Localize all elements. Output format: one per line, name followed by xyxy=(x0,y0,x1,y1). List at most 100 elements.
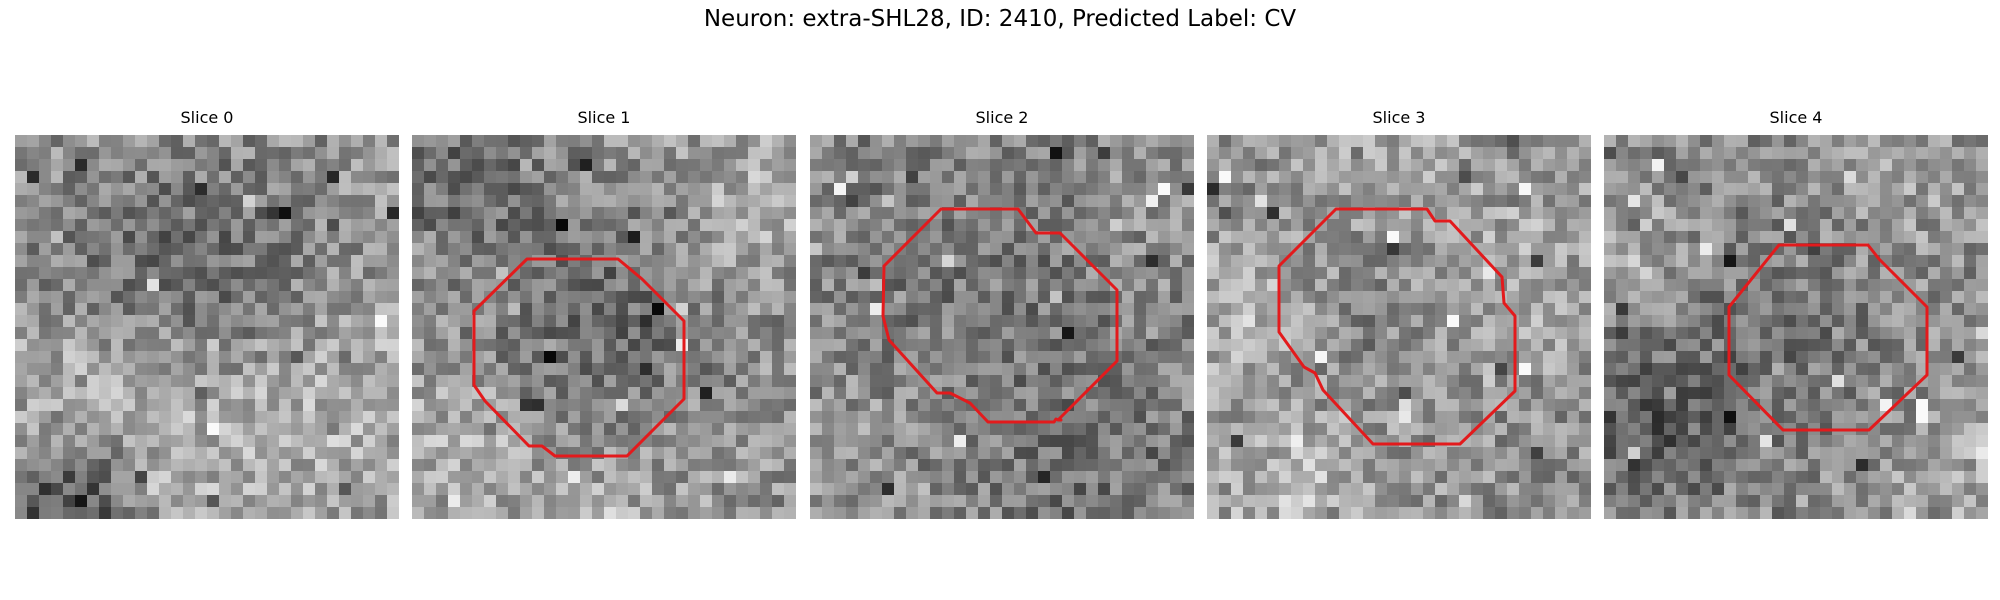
noise-pixel xyxy=(1122,411,1135,424)
noise-pixel xyxy=(1640,291,1653,304)
noise-pixel xyxy=(1904,411,1917,424)
noise-pixel xyxy=(810,231,823,244)
noise-pixel xyxy=(568,171,581,184)
noise-pixel xyxy=(544,267,557,280)
noise-pixel xyxy=(1098,411,1111,424)
noise-pixel xyxy=(784,135,796,148)
noise-pixel xyxy=(664,147,677,160)
noise-pixel xyxy=(39,327,52,340)
noise-pixel xyxy=(484,255,497,268)
noise-pixel xyxy=(1543,399,1556,412)
noise-pixel xyxy=(351,411,364,424)
noise-pixel xyxy=(412,507,425,519)
slice-title: Slice 4 xyxy=(1769,108,1823,127)
noise-pixel xyxy=(219,255,232,268)
noise-pixel xyxy=(63,447,76,460)
noise-pixel xyxy=(1856,339,1869,352)
noise-pixel xyxy=(700,255,713,268)
noise-pixel xyxy=(1748,315,1761,328)
noise-pixel xyxy=(858,495,871,508)
noise-pixel xyxy=(279,159,292,172)
noise-pixel xyxy=(628,387,641,400)
noise-pixel xyxy=(279,195,292,208)
noise-pixel xyxy=(942,363,955,376)
noise-pixel xyxy=(966,147,979,160)
noise-pixel xyxy=(520,471,533,484)
noise-pixel xyxy=(966,231,979,244)
noise-pixel xyxy=(135,315,148,328)
noise-pixel xyxy=(858,327,871,340)
noise-pixel xyxy=(1050,495,1063,508)
noise-pixel xyxy=(1616,135,1629,148)
noise-pixel xyxy=(1856,351,1869,364)
noise-pixel xyxy=(640,255,653,268)
noise-pixel xyxy=(1291,471,1304,484)
noise-pixel xyxy=(135,267,148,280)
noise-pixel xyxy=(339,315,352,328)
noise-pixel xyxy=(1628,207,1641,220)
noise-pixel xyxy=(87,339,100,352)
noise-pixel xyxy=(1447,135,1460,148)
slice-title: Slice 1 xyxy=(577,108,631,127)
noise-pixel xyxy=(267,375,280,388)
noise-pixel xyxy=(1495,423,1508,436)
noise-pixel xyxy=(1255,171,1268,184)
noise-pixel xyxy=(1050,423,1063,436)
noise-pixel xyxy=(1616,447,1629,460)
noise-pixel xyxy=(231,339,244,352)
noise-pixel xyxy=(1375,255,1388,268)
noise-pixel xyxy=(1796,351,1809,364)
noise-pixel xyxy=(1255,183,1268,196)
noise-pixel xyxy=(664,171,677,184)
noise-pixel xyxy=(978,507,991,519)
noise-pixel xyxy=(580,291,593,304)
noise-pixel xyxy=(942,231,955,244)
noise-pixel xyxy=(412,231,425,244)
noise-pixel xyxy=(1579,315,1591,328)
noise-pixel xyxy=(966,351,979,364)
noise-pixel xyxy=(1567,375,1580,388)
noise-pixel xyxy=(810,267,823,280)
noise-pixel xyxy=(1820,447,1833,460)
noise-pixel xyxy=(616,183,629,196)
noise-pixel xyxy=(1519,315,1532,328)
noise-pixel xyxy=(846,171,859,184)
noise-pixel xyxy=(1760,339,1773,352)
noise-pixel xyxy=(363,447,376,460)
noise-pixel xyxy=(363,387,376,400)
noise-pixel xyxy=(1616,183,1629,196)
noise-pixel xyxy=(147,267,160,280)
noise-pixel xyxy=(688,327,701,340)
noise-pixel xyxy=(1098,207,1111,220)
noise-pixel xyxy=(63,207,76,220)
noise-pixel xyxy=(1339,315,1352,328)
noise-pixel xyxy=(1543,183,1556,196)
noise-pixel xyxy=(1796,399,1809,412)
noise-pixel xyxy=(882,363,895,376)
noise-pixel xyxy=(387,435,399,448)
noise-pixel xyxy=(1531,195,1544,208)
noise-pixel xyxy=(87,303,100,316)
noise-pixel xyxy=(1940,351,1953,364)
noise-pixel xyxy=(15,483,28,496)
noise-pixel xyxy=(1387,195,1400,208)
noise-pixel xyxy=(1243,159,1256,172)
noise-pixel xyxy=(1134,363,1147,376)
noise-pixel xyxy=(822,147,835,160)
noise-pixel xyxy=(748,291,761,304)
noise-pixel xyxy=(1748,339,1761,352)
noise-pixel xyxy=(1628,171,1641,184)
noise-pixel xyxy=(1447,195,1460,208)
noise-pixel xyxy=(159,303,172,316)
noise-pixel xyxy=(135,159,148,172)
noise-pixel xyxy=(1471,375,1484,388)
noise-pixel xyxy=(496,195,509,208)
noise-pixel xyxy=(1219,231,1232,244)
noise-pixel xyxy=(87,435,100,448)
noise-pixel xyxy=(1832,231,1845,244)
noise-pixel xyxy=(1255,459,1268,472)
noise-pixel-grid xyxy=(1207,135,1591,519)
noise-pixel xyxy=(315,171,328,184)
noise-pixel xyxy=(1616,291,1629,304)
noise-pixel xyxy=(1664,411,1677,424)
